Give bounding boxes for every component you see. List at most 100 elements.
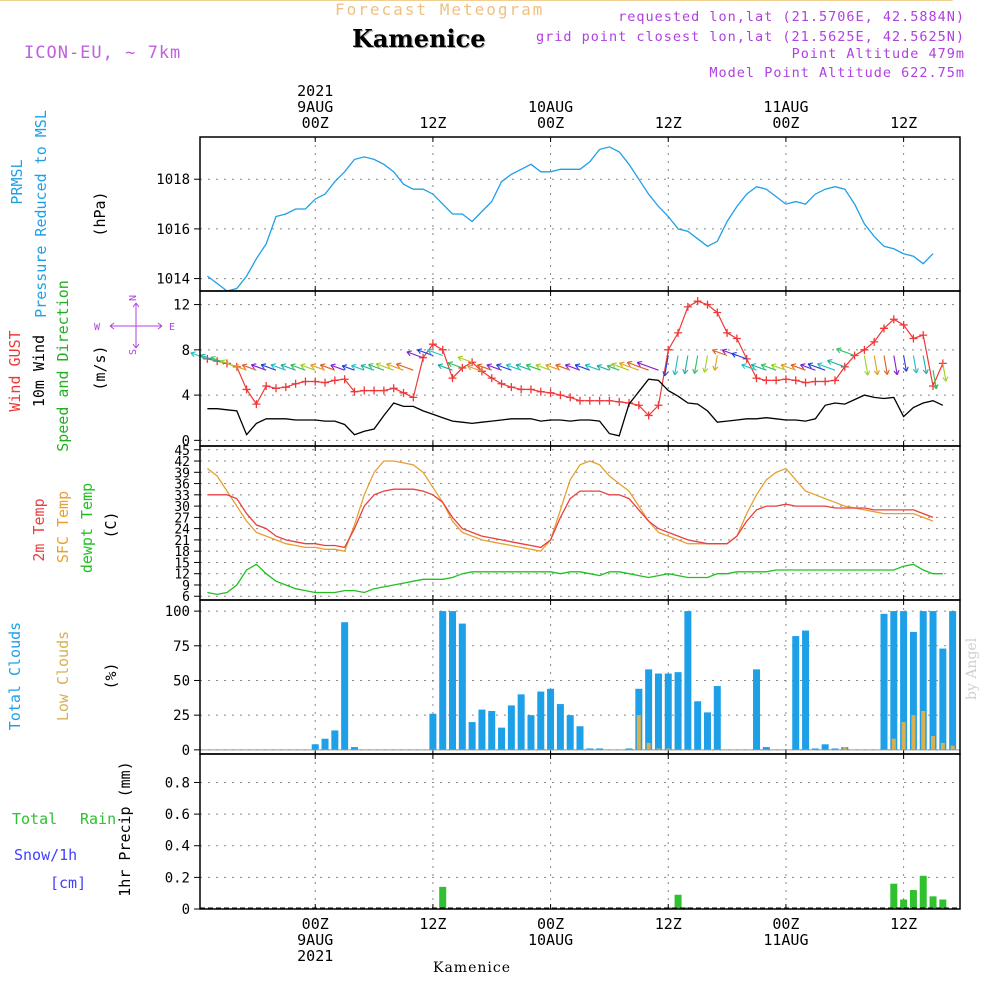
pressure-ytick-label: 1016: [156, 222, 190, 238]
wind-ytick-label: 8: [182, 343, 190, 359]
bottom-time-label: 12Z: [419, 915, 446, 933]
gust-point: [664, 345, 673, 354]
gust-point: [634, 401, 643, 410]
wind-direction-arrowhead: [233, 364, 240, 370]
gust-point: [281, 383, 290, 392]
total-clouds-bar: [939, 648, 947, 750]
total-clouds-bar: [341, 622, 349, 750]
gust-point: [556, 391, 565, 400]
top-time-label: 12Z: [655, 114, 682, 132]
wind-direction-arrow: [270, 364, 286, 371]
total-clouds-bar: [811, 748, 819, 750]
wind-direction-arrowhead: [505, 363, 512, 370]
low-clouds-bar: [901, 722, 906, 750]
gust-point: [889, 315, 898, 324]
wind-direction-arrowhead: [515, 363, 522, 370]
gust-point: [566, 393, 575, 402]
wind-line: [207, 378, 944, 437]
gust-point: [409, 393, 418, 402]
wind-ytick-label: 12: [173, 298, 190, 314]
gust-point: [526, 385, 535, 394]
wind-direction-arrowhead: [319, 363, 326, 370]
top-time-label: 9AUG: [297, 98, 333, 116]
grid-point-coords: grid point closest lon,lat (21.5625E, 42…: [535, 29, 965, 45]
total-clouds-bar: [753, 669, 761, 750]
rain-bar: [939, 899, 947, 909]
precip-ytick-label: 0.8: [165, 775, 190, 791]
gust-point: [389, 384, 398, 393]
temperature-ytick-label: 15: [174, 556, 190, 571]
wind-direction-arrowhead: [241, 363, 248, 370]
dewpt-label: dewpt Temp: [78, 483, 96, 573]
temperature-ytick-label: 45: [174, 444, 190, 459]
low-clouds-bar: [911, 715, 916, 750]
wind-direction-arrow: [761, 364, 777, 371]
sfc-temp-line: [207, 460, 934, 552]
temperature-ytick-label: 36: [174, 478, 190, 493]
wind-direction-arrowhead: [210, 355, 216, 362]
total-clouds-bar: [331, 730, 339, 750]
wind-direction-arrowhead: [702, 367, 709, 373]
total-clouds-bar: [586, 748, 594, 750]
rain-bar: [890, 883, 898, 909]
gust-point: [605, 396, 614, 405]
pressure-ytick-label: 1014: [156, 272, 190, 288]
total-clouds-bar: [802, 630, 810, 750]
wind-direction-arrowhead: [467, 364, 473, 371]
total-rain-label: Total: [12, 810, 57, 828]
gust-point: [693, 297, 702, 306]
footer-location-label: Kamenice: [433, 960, 511, 976]
wind-direction-arrow: [883, 355, 888, 375]
wind-direction-arrow: [751, 364, 767, 371]
bottom-time-label: 10AUG: [528, 931, 573, 949]
wind-direction-arrowhead: [636, 360, 643, 367]
gust-point: [438, 345, 447, 354]
temperature-ytick-label: 33: [174, 489, 190, 504]
gust-point: [360, 386, 369, 395]
clouds-ytick-label: 75: [173, 639, 190, 655]
wind-direction-arrow: [427, 349, 443, 357]
total-clouds-bar: [321, 738, 329, 750]
wind-direction-arrowhead: [932, 384, 939, 390]
total-clouds-bar: [929, 611, 937, 750]
rain-bar: [929, 896, 937, 909]
wind-direction-arrow: [800, 364, 816, 371]
top-time-label: 2021: [297, 82, 333, 100]
total-clouds-bar: [311, 744, 319, 750]
total-clouds-bar: [919, 611, 927, 750]
wind-direction-arrowhead: [800, 363, 806, 370]
wind-direction-arrow: [619, 362, 640, 371]
wind-direction-arrowhead: [341, 364, 348, 370]
wind-direction-arrowhead: [827, 359, 833, 365]
wind-direction-arrow: [406, 351, 424, 359]
gust-point: [919, 331, 928, 340]
temperature-ytick-label: 6: [182, 590, 190, 605]
gust-point: [487, 374, 496, 383]
wind-direction-arrow: [565, 364, 581, 371]
wind-direction-arrowhead: [836, 347, 842, 354]
gust-point: [772, 376, 781, 385]
precip-ytick-label: 0: [182, 902, 190, 918]
wind-direction-arrow: [827, 359, 845, 368]
precip-panel: 0 0.2 0.4 0.6 0.8: [165, 753, 961, 918]
gust-point: [428, 340, 437, 349]
wind-direction-arrowhead: [427, 348, 433, 355]
total-clouds-bar: [507, 705, 515, 750]
total-clouds-bar: [439, 611, 447, 750]
low-clouds-bar: [891, 738, 896, 750]
gust-point: [458, 363, 467, 372]
wind-direction-arrowhead: [457, 355, 464, 362]
wind-direction-arrowhead: [486, 363, 492, 370]
total-clouds-bar: [596, 748, 604, 750]
wind-direction-arrow: [437, 364, 453, 371]
wind-direction-arrow: [360, 364, 375, 371]
total-clouds-bar: [890, 611, 898, 750]
wind-direction-arrow: [627, 361, 649, 371]
gust-point: [830, 376, 839, 385]
total-clouds-bar: [566, 715, 574, 750]
wind-direction-arrow: [477, 364, 492, 371]
wind-direction-arrow: [922, 355, 927, 374]
clouds-ytick-label: 0: [182, 743, 190, 759]
pressure-label-long: Pressure Reduced to MSL: [32, 110, 50, 318]
wind-direction-arrowhead: [864, 370, 871, 376]
